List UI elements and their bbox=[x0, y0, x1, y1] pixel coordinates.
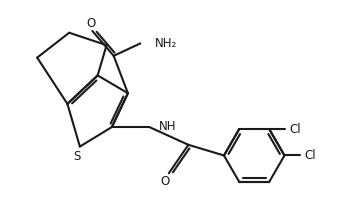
Text: S: S bbox=[73, 150, 81, 163]
Text: Cl: Cl bbox=[304, 149, 316, 162]
Text: NH: NH bbox=[159, 120, 177, 133]
Text: NH₂: NH₂ bbox=[155, 37, 178, 50]
Text: Cl: Cl bbox=[289, 123, 301, 136]
Text: O: O bbox=[86, 17, 95, 30]
Text: O: O bbox=[160, 174, 170, 188]
